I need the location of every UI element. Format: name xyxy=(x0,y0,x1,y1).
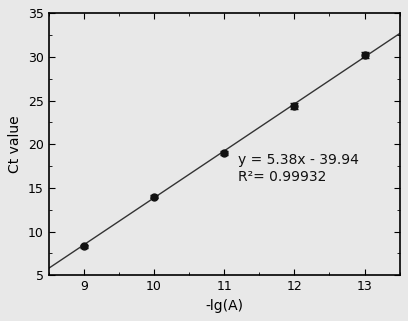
Text: y = 5.38x - 39.94
R²= 0.99932: y = 5.38x - 39.94 R²= 0.99932 xyxy=(238,153,359,184)
Y-axis label: Ct value: Ct value xyxy=(8,116,22,173)
X-axis label: -lg(A): -lg(A) xyxy=(205,299,243,313)
